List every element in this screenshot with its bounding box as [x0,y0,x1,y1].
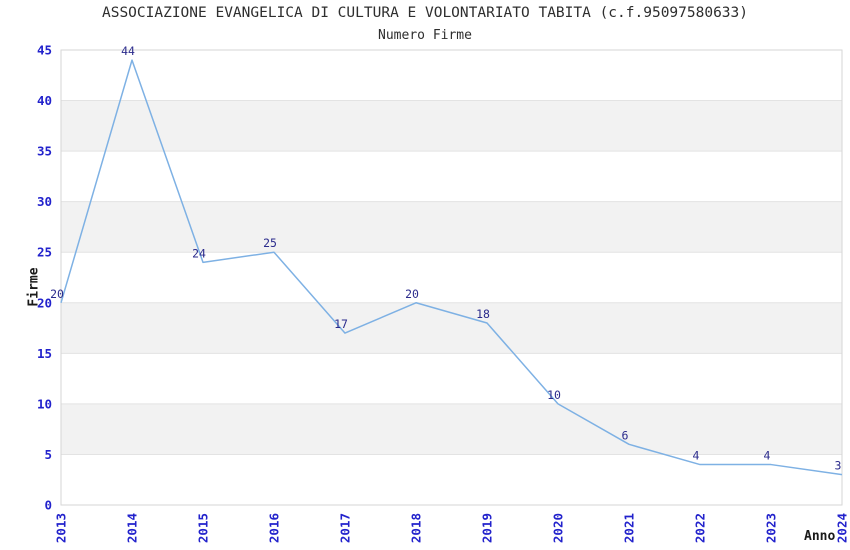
x-tick-label: 2018 [409,513,424,543]
grid-band [61,201,842,253]
x-tick-label: 2019 [480,513,495,543]
x-tick-label: 2023 [764,513,779,543]
x-tick-label: 2017 [338,513,353,543]
y-tick-label: 25 [37,245,52,260]
y-tick-label: 15 [37,346,52,361]
data-point-label: 4 [764,449,771,463]
data-point-label: 6 [622,428,629,442]
y-tick-label: 10 [37,396,52,411]
y-tick-label: 45 [37,43,52,58]
x-tick-label: 2016 [267,513,282,543]
grid-band [61,100,842,152]
data-point-label: 4 [693,449,700,463]
data-point-label: 18 [476,307,490,321]
plot-frame [60,49,843,506]
chart-subtitle: Numero Firme [378,28,472,43]
data-point-label: 3 [835,459,842,473]
x-tick-label: 2015 [196,513,211,543]
data-point-label: 20 [405,287,419,301]
y-tick-label: 0 [44,498,52,513]
chart-title: ASSOCIAZIONE EVANGELICA DI CULTURA E VOL… [101,5,748,21]
data-point-label: 20 [50,287,64,301]
x-tick-label: 2013 [54,513,69,543]
y-tick-label: 40 [37,93,52,108]
x-axis-label: Anno [804,529,836,544]
y-tick-label: 35 [37,144,52,159]
x-tick-label: 2020 [551,513,566,543]
data-point-label: 17 [334,317,348,331]
grid-band [61,302,842,354]
data-point-label: 25 [263,236,277,250]
data-point-label: 24 [192,246,206,260]
x-tick-label: 2024 [835,513,850,543]
data-point-label: 44 [121,44,135,58]
data-point-label: 10 [547,388,561,402]
y-tick-label: 5 [44,447,52,462]
grid-band [61,403,842,455]
data-line [60,59,843,476]
y-tick-label: 20 [37,295,52,310]
y-tick-label: 30 [37,194,52,209]
x-tick-label: 2021 [622,513,637,543]
x-tick-label: 2014 [125,513,140,543]
x-tick-label: 2022 [693,513,708,543]
